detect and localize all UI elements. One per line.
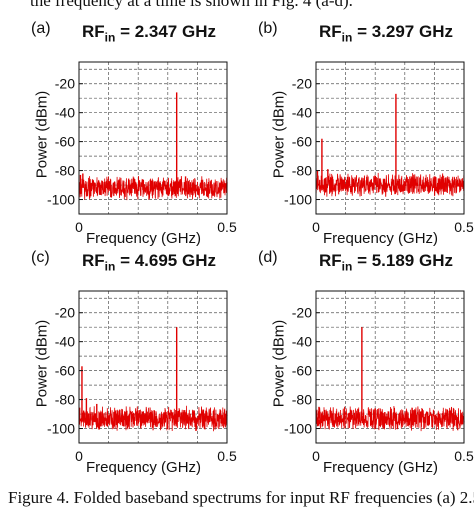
y-tick-label: -100 (284, 192, 312, 208)
title-subscript: in (341, 30, 353, 45)
y-tick-label: -20 (55, 305, 75, 321)
x-tick-label: 0 (312, 448, 320, 464)
noise-trace (78, 175, 228, 201)
title-main: RF (319, 251, 342, 270)
y-tick-label: -80 (292, 392, 312, 408)
spectrum-panel: -20 -40 -60 -80 -100 0 0.5 (c) RFin = 4.695 GHz P… (0, 245, 237, 481)
panel-label: (c) (31, 249, 50, 266)
plot-frame (315, 61, 465, 215)
panel-title: RFin = 5.189 GHz (319, 251, 453, 273)
y-tick-label: -60 (55, 134, 75, 150)
x-tick-label: 0 (75, 219, 83, 235)
spectrum-panel: -20 -40 -60 -80 -100 0 0.5 (d) RFin = 5.189 GHz P… (237, 245, 474, 481)
y-tick-label: -100 (47, 192, 75, 208)
plot-frame (315, 290, 465, 444)
panel-label: (b) (258, 20, 278, 37)
y-tick-label: -20 (292, 305, 312, 321)
x-axis-label: Frequency (GHz) (323, 230, 439, 247)
noise-trace (78, 405, 228, 432)
y-tick-label: -80 (55, 392, 75, 408)
noise-trace (315, 172, 465, 197)
spectrum-panel: -20 -40 -60 -80 -100 0 0.5 (a) RFin = 2.347 GHz P… (0, 16, 237, 252)
panel-title: RFin = 3.297 GHz (319, 22, 453, 44)
title-value: = 3.297 GHz (352, 22, 453, 41)
noise-trace (315, 405, 465, 432)
x-tick-label: 0.5 (454, 448, 474, 464)
y-axis-label: Power (dBm) (270, 319, 288, 408)
caption-top: the frequency at a time is shown in Fig.… (30, 0, 353, 10)
caption-bottom: Figure 4. Folded baseband spectrums for … (8, 488, 474, 507)
panel-title: RFin = 2.347 GHz (82, 22, 216, 44)
x-tick-label: 0 (75, 448, 83, 464)
x-tick-label: 0.5 (217, 219, 237, 235)
y-tick-label: -80 (292, 163, 312, 179)
x-tick-label: 0 (312, 219, 320, 235)
y-tick-label: -40 (55, 334, 75, 350)
y-axis-label: Power (dBm) (33, 319, 51, 408)
y-tick-label: -100 (284, 421, 312, 437)
y-tick-label: -60 (292, 363, 312, 379)
title-subscript: in (104, 259, 116, 274)
plot-frame (78, 290, 228, 444)
y-tick-label: -60 (55, 363, 75, 379)
y-tick-label: -60 (292, 134, 312, 150)
x-axis-label: Frequency (GHz) (86, 459, 202, 476)
panel-label: (a) (31, 20, 51, 37)
x-axis-label: Frequency (GHz) (86, 230, 202, 247)
x-axis-label: Frequency (GHz) (323, 459, 439, 476)
y-tick-label: -80 (55, 163, 75, 179)
panel-label: (d) (258, 249, 278, 266)
y-tick-label: -40 (292, 334, 312, 350)
title-subscript: in (104, 30, 116, 45)
title-main: RF (82, 22, 105, 41)
y-tick-label: -20 (292, 76, 312, 92)
spectrum-panel: -20 -40 -60 -80 -100 0 0.5 (b) RFin = 3.297 GHz P… (237, 16, 474, 252)
panel-title: RFin = 4.695 GHz (82, 251, 216, 273)
title-value: = 5.189 GHz (352, 251, 453, 270)
y-axis-label: Power (dBm) (33, 90, 51, 179)
title-subscript: in (341, 259, 353, 274)
title-value: = 4.695 GHz (115, 251, 216, 270)
y-tick-label: -20 (55, 76, 75, 92)
title-value: = 2.347 GHz (115, 22, 216, 41)
y-tick-label: -40 (55, 105, 75, 121)
plot-frame (78, 61, 228, 215)
x-tick-label: 0.5 (454, 219, 474, 235)
y-tick-label: -100 (47, 421, 75, 437)
x-tick-label: 0.5 (217, 448, 237, 464)
title-main: RF (82, 251, 105, 270)
y-axis-label: Power (dBm) (270, 90, 288, 179)
y-tick-label: -40 (292, 105, 312, 121)
title-main: RF (319, 22, 342, 41)
